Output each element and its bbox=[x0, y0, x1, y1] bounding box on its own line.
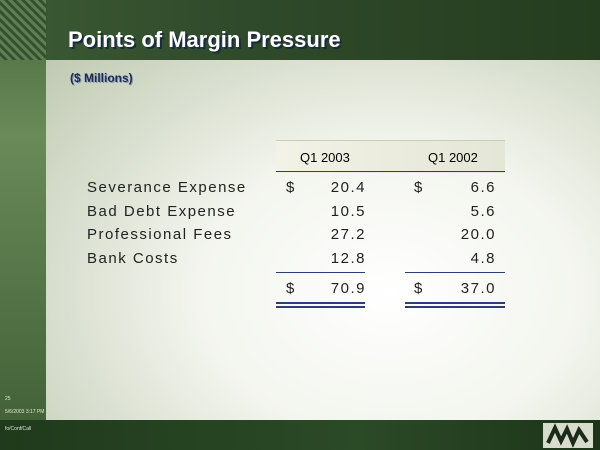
cell-value: 5.6 bbox=[470, 202, 496, 220]
currency: $ bbox=[286, 280, 296, 297]
cell-value: 20.4 bbox=[330, 179, 366, 196]
logo-mark bbox=[546, 423, 589, 448]
column-header: Q1 2002 bbox=[428, 150, 478, 165]
subtitle: ($ Millions) bbox=[70, 71, 133, 85]
corner-pattern bbox=[0, 0, 46, 60]
cell-value: 27.2 bbox=[330, 226, 366, 244]
row-label: Bank Costs bbox=[87, 250, 179, 268]
header-rule bbox=[276, 171, 505, 172]
cell-value: 12.8 bbox=[330, 250, 366, 268]
double-rule bbox=[276, 302, 365, 304]
cell-value: 20.0 bbox=[460, 226, 496, 244]
file-name: fo/Conf/Call bbox=[5, 426, 32, 432]
total-value: 37.0 bbox=[460, 280, 496, 297]
header-box bbox=[276, 140, 505, 173]
double-rule bbox=[405, 306, 505, 308]
left-band bbox=[0, 0, 46, 450]
row-label: Severance Expense bbox=[87, 179, 247, 196]
row-label: Bad Debt Expense bbox=[87, 202, 237, 220]
logo bbox=[543, 423, 593, 448]
top-band bbox=[0, 0, 600, 60]
page-number: 25 bbox=[5, 396, 11, 402]
cell-value: 10.5 bbox=[330, 202, 366, 220]
currency: $ bbox=[414, 179, 424, 196]
column-header: Q1 2003 bbox=[300, 150, 350, 165]
date: 5/6/2003 3:17 PM bbox=[5, 409, 45, 415]
currency: $ bbox=[286, 179, 296, 196]
total-value: 70.9 bbox=[330, 280, 366, 297]
row-label: Professional Fees bbox=[87, 226, 233, 244]
double-rule bbox=[276, 306, 365, 308]
sum-rule bbox=[276, 272, 365, 273]
double-rule bbox=[405, 302, 505, 304]
sum-rule bbox=[405, 272, 505, 273]
currency: $ bbox=[414, 280, 424, 297]
cell-value: 6.6 bbox=[470, 179, 496, 196]
title: Points of Margin Pressure bbox=[68, 27, 341, 52]
bottom-band bbox=[0, 420, 600, 450]
cell-value: 4.8 bbox=[470, 250, 496, 268]
